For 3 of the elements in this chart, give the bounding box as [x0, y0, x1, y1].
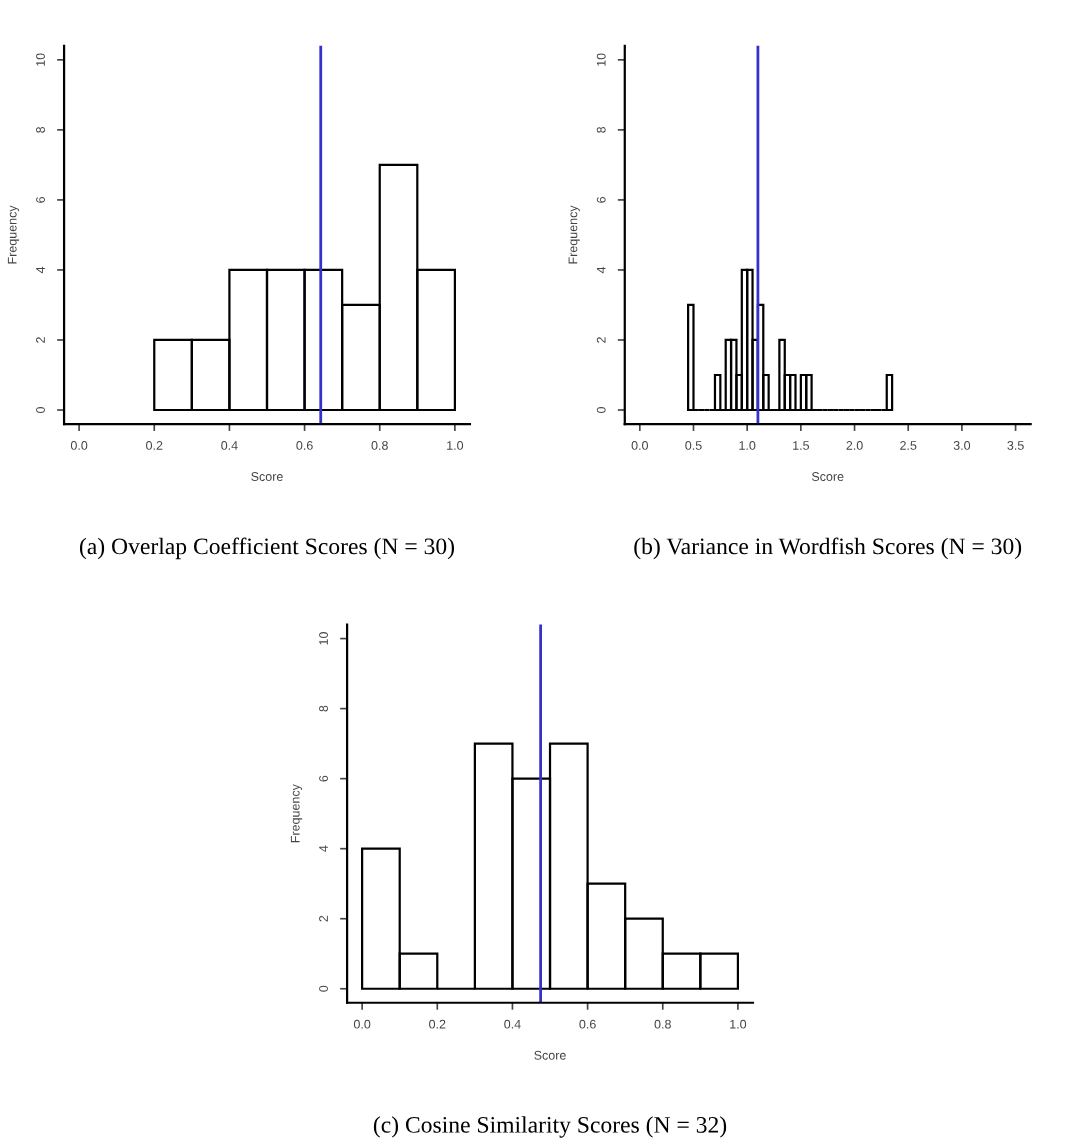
text: (c) Cosine Similarity Scores (N = 32): [373, 1116, 727, 1138]
text: (b) Variance in Wordfish Scores (N = 30): [634, 537, 1022, 560]
text: (a) Overlap Coefficient Scores (N = 30): [79, 537, 455, 560]
